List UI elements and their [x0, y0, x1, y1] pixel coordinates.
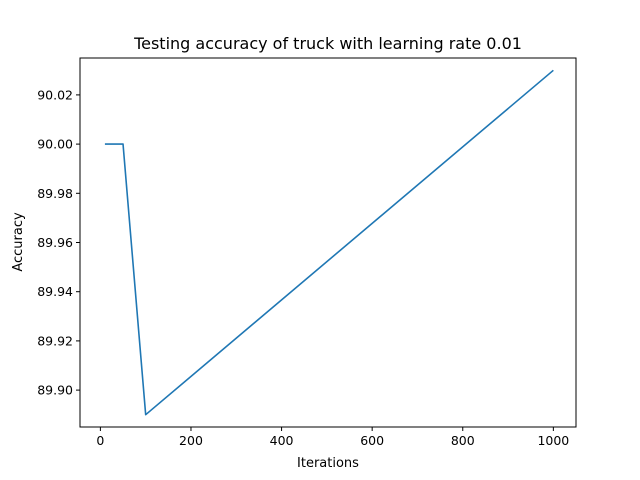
x-tick-label: 600	[360, 433, 384, 448]
y-tick-label: 89.90	[37, 383, 73, 398]
x-tick-label: 1000	[537, 433, 569, 448]
y-tick-label: 90.00	[37, 137, 73, 152]
y-axis-label: Accuracy	[11, 212, 26, 272]
x-tick-label: 400	[270, 433, 294, 448]
y-tick-label: 90.02	[37, 87, 73, 102]
y-tick-label: 89.98	[37, 186, 73, 201]
x-tick-label: 800	[451, 433, 475, 448]
x-axis-label: Iterations	[297, 456, 359, 471]
chart-title: Testing accuracy of truck with learning …	[133, 34, 522, 53]
y-tick-label: 89.94	[37, 284, 73, 299]
x-tick-label: 0	[96, 433, 104, 448]
y-tick-label: 89.96	[37, 235, 73, 250]
x-tick-label: 200	[179, 433, 203, 448]
series-line-0	[104, 69, 554, 416]
y-tick-label: 89.92	[37, 333, 73, 348]
plot-area: 0 200 400 600 800 1000 89.90 89.92 89.94 89.96 89.…	[37, 57, 577, 448]
